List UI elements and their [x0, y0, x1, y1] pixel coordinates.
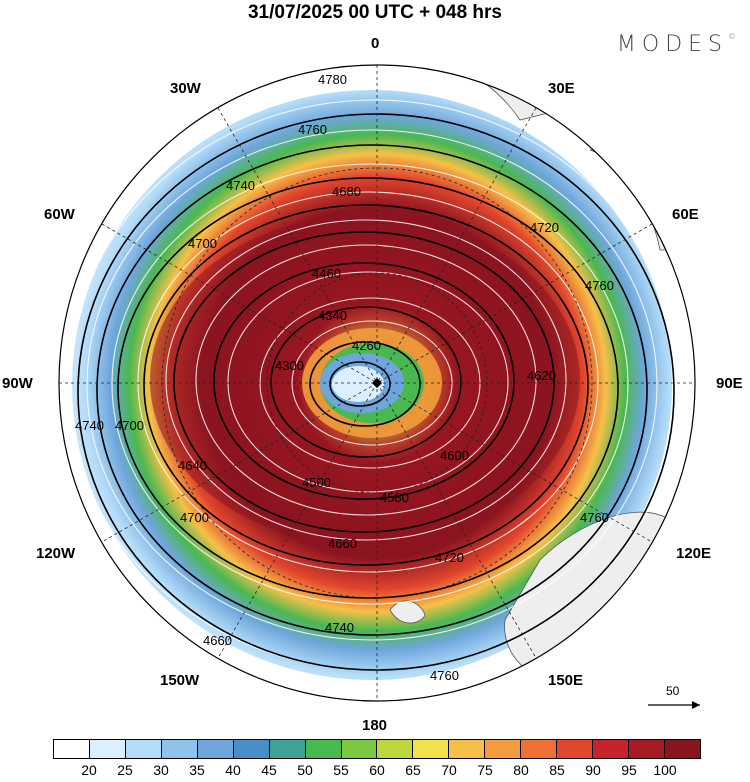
- colorbar-tick-label: 100: [653, 762, 677, 778]
- height-contours: [77, 113, 675, 671]
- colorbar-tick-label: 20: [81, 762, 97, 778]
- map-title: 31/07/2025 00 UTC + 048 hrs: [247, 2, 503, 23]
- colorbar-swatch: [413, 740, 450, 758]
- colorbar-swatch: [125, 740, 162, 758]
- contour-label: 4680: [332, 184, 361, 199]
- colorbar-swatch: [89, 740, 126, 758]
- lon-label-90e: 90E: [716, 375, 743, 392]
- contour-value-labels: 4780 4760 4740 4720 4700 4680 4660 4640 …: [75, 72, 614, 683]
- lon-label-120w: 120W: [36, 545, 76, 562]
- colorbar-swatch: [593, 740, 629, 758]
- colorbar-tick-label: 45: [261, 762, 277, 778]
- colorbar-swatch: [54, 740, 90, 758]
- contour-label: 4740: [325, 620, 354, 635]
- colorbar-tick-label: 70: [441, 762, 457, 778]
- colorbar-swatch: [485, 740, 522, 758]
- map-border: [58, 64, 696, 702]
- lon-label-90w: 90W: [2, 375, 33, 392]
- brand-logo: MODES©: [616, 32, 736, 57]
- colorbar-swatch: [557, 740, 594, 758]
- lon-label-30w: 30W: [170, 80, 201, 97]
- colorbar-swatch: [305, 740, 342, 758]
- contour-label: 4580: [380, 490, 409, 505]
- lon-label-150e: 150E: [548, 672, 584, 689]
- colorbar-tick-label: 35: [189, 762, 205, 778]
- lon-label-0: 0: [371, 35, 380, 52]
- contour-label: 4640: [178, 458, 207, 473]
- diamond-icon: [372, 378, 382, 388]
- contour-label: 4660: [328, 536, 357, 551]
- colorbar-tick-label: 95: [621, 762, 637, 778]
- polar-map: 4780 4760 4740 4720 4700 4680 4660 4640 …: [58, 64, 700, 709]
- colorbar-tick-label: 80: [513, 762, 529, 778]
- colorbar-tick-label: 40: [225, 762, 241, 778]
- contour-label: 4760: [298, 122, 327, 137]
- lon-label-60w: 60W: [44, 206, 75, 223]
- contour-label: 4300: [275, 358, 304, 373]
- contour-label: 4760: [580, 510, 609, 525]
- colorbar: [53, 739, 701, 759]
- contour-label: 4460: [312, 266, 341, 281]
- contour-label: 4700: [180, 510, 209, 525]
- colorbar-swatch: [233, 740, 270, 758]
- lon-label-150w: 150W: [160, 672, 200, 689]
- lon-label-60e: 60E: [672, 206, 699, 223]
- lon-label-120e: 120E: [676, 545, 712, 562]
- colorbar-tick-label: 55: [333, 762, 349, 778]
- colorbar-swatch: [521, 740, 558, 758]
- colorbar-tick-label: 90: [585, 762, 601, 778]
- contour-label: 4740: [75, 418, 104, 433]
- contour-label: 4720: [435, 550, 464, 565]
- contour-label: 4740: [226, 178, 255, 193]
- colorbar-ticks: 20 25 30 35 40 45 50 55 60 65 70 75 80 85 90 95 100: [53, 762, 701, 780]
- colorbar-swatch: [664, 740, 700, 758]
- contour-label: 4700: [115, 418, 144, 433]
- contour-label: 4780: [318, 72, 347, 87]
- colorbar-tick-label: 65: [405, 762, 421, 778]
- arrow-right-icon: [648, 701, 700, 709]
- colorbar-tick-label: 60: [369, 762, 385, 778]
- colorbar-tick-label: 30: [153, 762, 169, 778]
- contour-label: 4760: [430, 668, 459, 683]
- contour-label: 4340: [318, 308, 347, 323]
- contour-label: 4760: [585, 278, 614, 293]
- lon-label-30e: 30E: [548, 80, 575, 97]
- colorbar-tick-label: 75: [477, 762, 493, 778]
- contour-label: 4660: [203, 633, 232, 648]
- colorbar-swatch: [269, 740, 306, 758]
- colorbar-swatch: [161, 740, 198, 758]
- colorbar-tick-label: 85: [549, 762, 565, 778]
- colorbar-swatch: [629, 740, 665, 758]
- reference-vector-label: 50: [666, 684, 680, 698]
- contour-label: 4260: [352, 338, 381, 353]
- contour-label: 4620: [527, 368, 556, 383]
- colorbar-tick-label: 50: [297, 762, 313, 778]
- contour-label: 4600: [440, 448, 469, 463]
- contour-label: 4700: [188, 236, 217, 251]
- colorbar-tick-label: 25: [117, 762, 133, 778]
- contour-label: 4720: [530, 220, 559, 235]
- lon-label-180: 180: [362, 717, 388, 734]
- colorbar-swatch: [341, 740, 378, 758]
- colorbar-swatch: [377, 740, 414, 758]
- colorbar-swatch: [449, 740, 486, 758]
- new-zealand-landmass: [389, 600, 426, 624]
- colorbar-swatch: [197, 740, 234, 758]
- contour-label: 4500: [302, 475, 331, 490]
